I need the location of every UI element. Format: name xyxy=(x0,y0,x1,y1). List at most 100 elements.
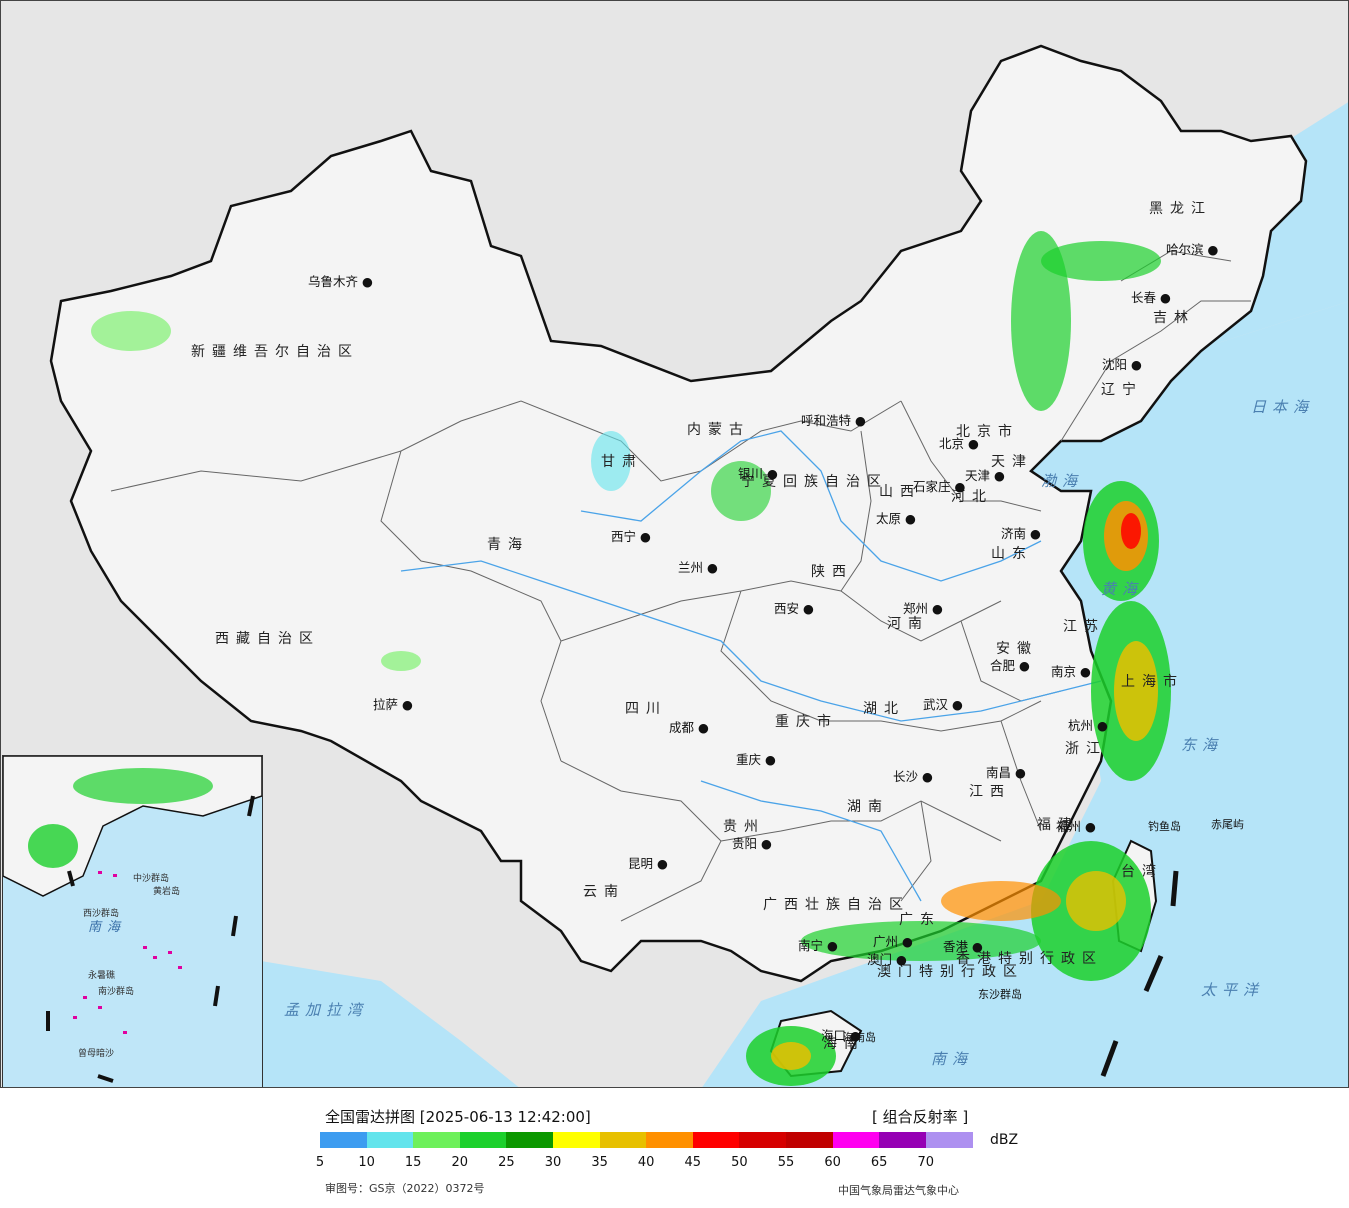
legend-swatch xyxy=(459,1132,507,1148)
city-label[interactable]: 银川 ● xyxy=(738,466,778,481)
city-label[interactable]: 呼和浩特 ● xyxy=(801,413,866,428)
legend-panel xyxy=(0,1088,1349,1208)
legend-swatch xyxy=(646,1132,694,1148)
city-label[interactable]: 兰州 ● xyxy=(678,560,718,575)
city-label[interactable]: 南宁 ● xyxy=(798,938,838,953)
credit-text: 中国气象局雷达气象中心 xyxy=(838,1184,959,1197)
legend-tick-label: 35 xyxy=(591,1155,608,1170)
legend-swatch xyxy=(879,1132,927,1148)
island-label: 东沙群岛 xyxy=(978,988,1022,1001)
city-label[interactable]: 广州 ● xyxy=(873,934,913,949)
legend-swatch xyxy=(366,1132,414,1148)
province-label: 宁夏回族自治区 xyxy=(741,474,888,490)
legend-swatch xyxy=(925,1132,973,1148)
province-label: 香港特别行政区 xyxy=(956,951,1103,967)
city-label[interactable]: 沈阳 ● xyxy=(1102,357,1142,372)
province-label: 广东 xyxy=(899,912,941,928)
province-label: 云南 xyxy=(583,884,625,900)
inset-island-label: 永暑礁 xyxy=(88,971,116,981)
legend-swatch xyxy=(739,1132,787,1148)
legend-tick-label: 5 xyxy=(315,1155,325,1170)
city-label[interactable]: 澳门 ● xyxy=(867,952,907,967)
city-label[interactable]: 海口 ● xyxy=(821,1028,861,1043)
legend-tick-label: 10 xyxy=(358,1155,375,1170)
city-label[interactable]: 长春 ● xyxy=(1131,290,1171,305)
inset-island-label: 黄岩岛 xyxy=(153,887,181,897)
legend-swatch xyxy=(413,1132,461,1148)
city-label[interactable]: 南昌 ● xyxy=(986,765,1026,780)
radar-map[interactable]: 新疆维吾尔自治区 西藏自治区 青海 甘肃 内蒙古 宁夏回族自治区 陕西 山西 四川 重庆市 云南 贵州… xyxy=(0,0,1349,1088)
south-china-sea-inset[interactable]: 南海 中沙群岛 黄岩岛 永暑礁 南沙群岛 曾母暗沙 西沙群岛 xyxy=(2,755,263,1087)
city-label[interactable]: 济南 ● xyxy=(1001,526,1041,541)
province-label: 贵州 xyxy=(723,819,765,835)
city-label[interactable]: 福州 ● xyxy=(1056,819,1096,834)
legend-title: 全国雷达拼图 [2025-06-13 12:42:00] xyxy=(325,1108,591,1126)
province-label: 澳门特别行政区 xyxy=(877,964,1024,980)
province-label: 重庆市 xyxy=(775,714,838,730)
city-label[interactable]: 成都 ● xyxy=(669,720,709,735)
city-label[interactable]: 长沙 ● xyxy=(893,769,933,784)
city-label[interactable]: 昆明 ● xyxy=(628,856,668,871)
province-label: 海南 xyxy=(823,1036,865,1052)
province-label: 北京市 xyxy=(956,424,1019,440)
province-label: 安徽 xyxy=(996,641,1038,657)
legend-tick-label: 45 xyxy=(684,1155,702,1170)
city-label[interactable]: 郑州 ● xyxy=(903,601,943,616)
city-label[interactable]: 天津 ● xyxy=(965,468,1005,483)
map-basemap xyxy=(49,44,1348,1087)
city-label[interactable]: 太原 ● xyxy=(876,511,916,526)
city-label[interactable]: 南京 ● xyxy=(1051,664,1091,679)
province-label: 湖南 xyxy=(847,799,889,815)
province-label: 吉林 xyxy=(1153,310,1195,326)
city-label[interactable]: 乌鲁木齐 ● xyxy=(308,274,373,289)
legend-tick-label: 55 xyxy=(777,1155,795,1170)
province-label: 辽宁 xyxy=(1101,382,1143,398)
legend-swatch xyxy=(786,1132,833,1148)
province-label: 台湾 xyxy=(1121,864,1163,880)
legend-swatch xyxy=(832,1132,880,1148)
legend-swatch xyxy=(599,1132,647,1148)
city-label[interactable]: 西安 ● xyxy=(774,601,814,616)
city-label[interactable]: 石家庄 ● xyxy=(913,479,966,494)
sea-label: 太平洋 xyxy=(1201,981,1265,999)
radar-echoes xyxy=(91,231,1171,1086)
legend-tick-label: 60 xyxy=(824,1155,841,1170)
province-label: 河南 xyxy=(887,616,929,632)
city-label[interactable]: 合肥 ● xyxy=(990,658,1030,673)
legend-swatch xyxy=(692,1132,740,1148)
city-label[interactable]: 哈尔滨 ● xyxy=(1166,242,1219,257)
legend-tick-label: 50 xyxy=(731,1155,748,1170)
city-label[interactable]: 香港 ● xyxy=(943,939,983,954)
city-label[interactable]: 西宁 ● xyxy=(611,529,651,544)
legend-product: [ 组合反射率 ] xyxy=(872,1108,969,1126)
province-label: 山西 xyxy=(879,484,921,500)
city-label[interactable]: 贵阳 ● xyxy=(732,836,772,851)
city-label[interactable]: 北京 ● xyxy=(939,436,979,451)
province-label: 上海市 xyxy=(1121,674,1184,690)
legend-unit: dBZ xyxy=(990,1132,1019,1148)
legend-tick-label: 70 xyxy=(917,1155,935,1170)
sea-label: 黄海 xyxy=(1101,580,1144,598)
legend-swatch xyxy=(553,1132,600,1148)
nine-dash-line xyxy=(1100,870,1179,1077)
map-approval-number: 审图号：GS京（2022）0372号 xyxy=(325,1182,485,1195)
province-label: 山东 xyxy=(991,546,1033,562)
province-label: 西藏自治区 xyxy=(215,631,320,647)
province-label: 江西 xyxy=(969,784,1011,800)
province-label: 河北 xyxy=(951,489,993,505)
legend-swatch xyxy=(320,1132,367,1148)
sea-label: 渤海 xyxy=(1041,472,1084,490)
city-label[interactable]: 武汉 ● xyxy=(923,697,963,712)
city-label[interactable]: 杭州 ● xyxy=(1068,718,1108,733)
province-label: 四川 xyxy=(625,701,667,717)
city-label[interactable]: 拉萨 ● xyxy=(373,697,413,712)
province-label: 广西壮族自治区 xyxy=(763,897,910,913)
sea-label: 日本海 xyxy=(1251,398,1315,416)
legend-tick-label: 40 xyxy=(637,1155,655,1170)
legend-tick-label: 15 xyxy=(404,1155,422,1170)
island-label: 钓鱼岛 xyxy=(1148,820,1181,833)
province-label: 黑龙江 xyxy=(1149,201,1212,217)
city-label[interactable]: 重庆 ● xyxy=(736,752,776,767)
province-label: 天津 xyxy=(991,454,1033,470)
province-label: 甘肃 xyxy=(601,454,643,470)
